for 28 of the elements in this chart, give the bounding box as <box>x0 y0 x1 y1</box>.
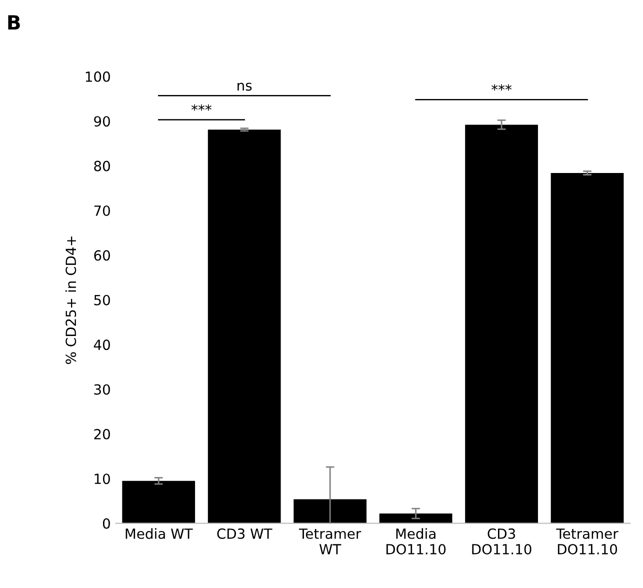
x-tick-label: Tetramer WT <box>298 528 362 554</box>
x-tick-label: Media DO11.10 <box>386 528 446 554</box>
y-tick-label: 0 <box>102 518 110 529</box>
bar <box>122 480 196 524</box>
y-tick-label: 90 <box>94 116 110 127</box>
y-tick-label: 20 <box>94 428 110 440</box>
x-tick-label: Media WT <box>126 528 193 539</box>
annotation: ns <box>238 82 252 91</box>
x-tick-label: Tetramer DO11.10 <box>556 528 618 554</box>
x-tick-label: CD3 WT <box>217 528 272 539</box>
y-tick-label: 80 <box>94 160 110 172</box>
bar <box>465 124 538 524</box>
y-tick-label: 10 <box>94 474 110 484</box>
x-tick-label: CD3 DO11.10 <box>472 528 532 554</box>
bar <box>379 513 452 524</box>
y-tick-label: 40 <box>94 340 110 350</box>
y-axis-title: % CD25+ in CD4+ <box>65 236 76 364</box>
y-tick-label: 50 <box>94 294 110 306</box>
annotation: *** <box>191 104 212 111</box>
bar <box>208 130 281 524</box>
bar <box>550 172 624 524</box>
bar <box>294 499 367 524</box>
y-tick-label: 70 <box>94 205 110 216</box>
y-tick-label: 100 <box>86 71 110 82</box>
text: B <box>8 15 20 30</box>
annotation: *** <box>492 84 512 91</box>
y-tick-label: 30 <box>94 384 110 395</box>
y-tick-label: 60 <box>94 250 110 261</box>
